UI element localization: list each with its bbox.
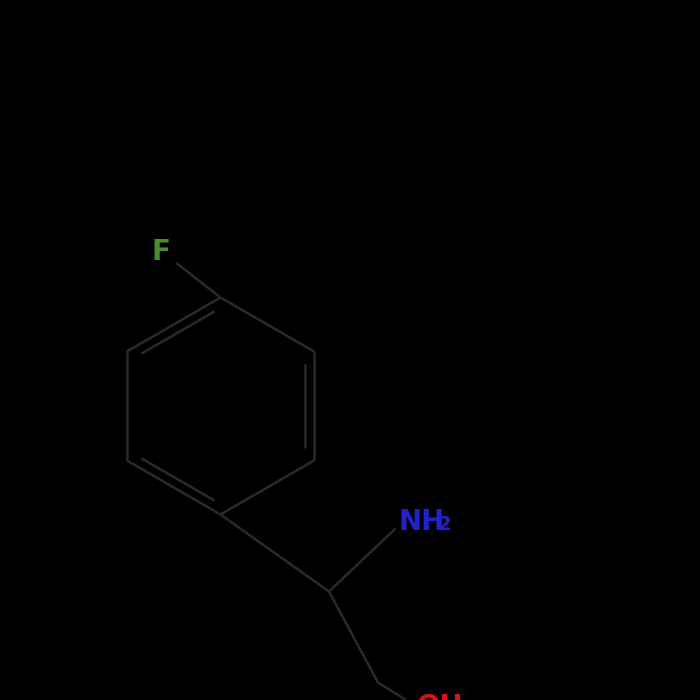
Text: F: F — [152, 238, 170, 266]
Text: OH: OH — [416, 693, 463, 700]
Text: 2: 2 — [438, 515, 451, 535]
Text: NH: NH — [399, 508, 445, 536]
